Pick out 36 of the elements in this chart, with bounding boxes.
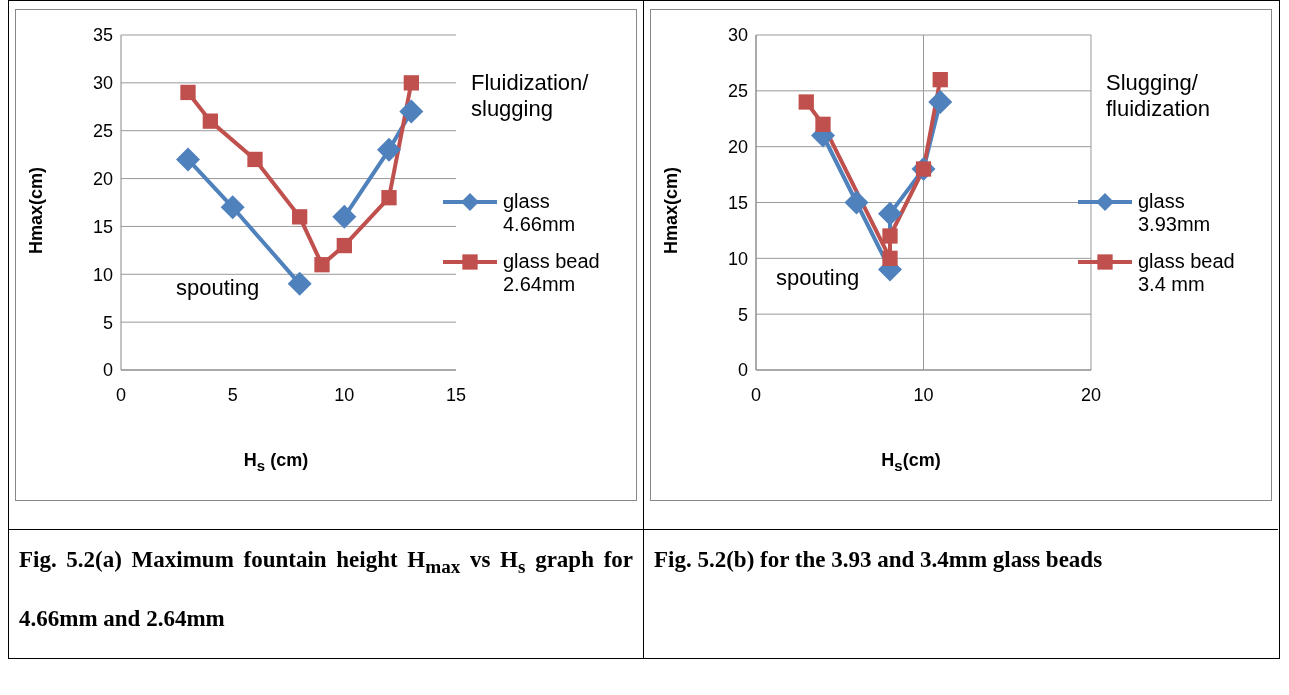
y-tick-label: 10 (92, 264, 113, 285)
y-tick-label: 20 (727, 137, 748, 158)
annotation: spouting (776, 265, 860, 291)
legend-label: glass bead 2.64mm (503, 250, 601, 296)
x-tick-label: 10 (334, 384, 355, 405)
annotation: spouting (176, 275, 260, 301)
x-tick-label: 10 (913, 384, 934, 405)
y-axis-title: Hmax(cm) (660, 166, 682, 256)
y-tick-label: 30 (727, 25, 748, 46)
x-axis-title: H$_{s}$ (cm) (242, 450, 310, 474)
y-tick-label: 30 (92, 73, 113, 94)
y-tick-label: 5 (737, 304, 748, 325)
x-tick-label: 5 (227, 384, 238, 405)
x-tick-label: 0 (115, 384, 127, 405)
y-tick-label: 15 (727, 192, 748, 213)
y-tick-label: 35 (92, 25, 113, 46)
x-tick-label: 0 (750, 384, 762, 405)
y-axis-title: Hmax(cm) (25, 166, 47, 256)
x-tick-label: 20 (1080, 384, 1102, 405)
x-tick-label: 15 (445, 384, 467, 405)
y-tick-label: 0 (737, 360, 748, 381)
y-tick-label: 0 (102, 360, 113, 381)
y-tick-label: 5 (102, 312, 113, 333)
legend-label: glass 4.66mm (503, 190, 577, 236)
y-tick-label: 25 (727, 81, 748, 102)
legend-label: glass bead 3.4 mm (1138, 250, 1236, 296)
y-tick-label: 10 (727, 248, 748, 269)
y-tick-label: 15 (92, 216, 113, 237)
y-tick-label: 20 (92, 168, 113, 189)
x-axis-title: H$_{s}$(cm) (880, 450, 942, 474)
text: Slugging/ fluidization (1106, 70, 1211, 122)
text: Fluidization/ slugging (471, 70, 590, 122)
chart-title: Fig. 5.2(a) Maximum fountain height H$_{max}$ vs H$_{s}$ graph for 4.66mm and 2.64mm (19, 547, 634, 631)
y-tick-label: 25 (92, 121, 113, 142)
legend-label: glass 3.93mm (1138, 190, 1212, 236)
text: Fig. 5.2(b) for the 3.93 and 3.4mm glass beads (644, 529, 1278, 658)
